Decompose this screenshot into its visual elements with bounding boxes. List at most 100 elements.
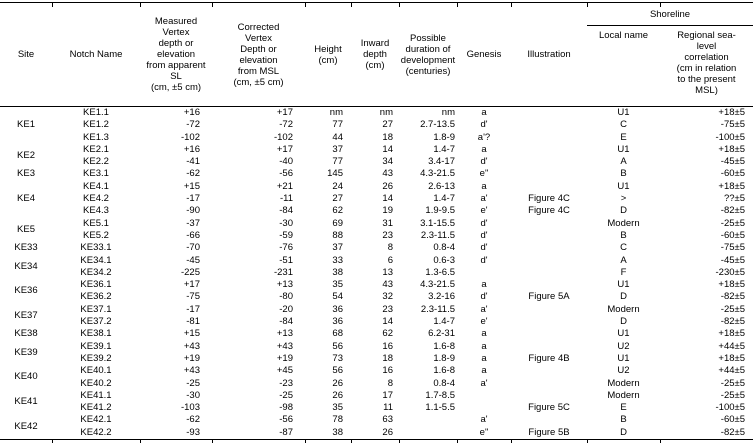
illustration-cell — [511, 328, 587, 340]
table-row: KE39.2 +19 +19 73 18 1.8-9 a Figure 4B U1 +18±5 — [0, 353, 753, 365]
regional-cell: -25±5 — [720, 377, 746, 389]
notch-name-cell: KE39.1 — [80, 340, 112, 352]
corrected-cell: -80 — [279, 291, 293, 303]
regional-cell: +44±5 — [718, 340, 746, 352]
duration-cell: 1.6-8 — [433, 365, 455, 377]
measured-cell: -90 — [186, 205, 200, 217]
local-name-cell: E — [620, 131, 627, 143]
regional-cell: +18±5 — [718, 143, 746, 155]
duration-cell: 1.8-9 — [433, 131, 455, 143]
col-header-inward-depth: Inward depth (cm) — [351, 2, 399, 107]
height-cell: 88 — [332, 229, 343, 241]
notch-name-cell: KE40.2 — [80, 377, 112, 389]
inward-depth-cell: 6 — [387, 254, 393, 266]
measured-cell: +43 — [183, 365, 200, 377]
duration-cell: 0.8-4 — [433, 377, 455, 389]
corrected-cell: -84 — [279, 205, 293, 217]
genesis-cell: a — [481, 365, 487, 377]
local-name-cell: > — [620, 193, 627, 205]
notch-name-cell: KE1.3 — [83, 131, 109, 143]
column-divider-tick — [52, 439, 53, 443]
illustration-cell — [511, 132, 587, 144]
column-divider-tick — [305, 439, 306, 443]
genesis-cell: a — [481, 352, 487, 364]
height-cell: 77 — [332, 156, 343, 168]
measured-cell: +15 — [183, 328, 200, 340]
column-divider-tick — [140, 439, 141, 443]
site-cell: KE42 — [14, 420, 38, 432]
corrected-cell: -51 — [279, 254, 293, 266]
genesis-cell: e" — [479, 168, 489, 180]
height-cell: 24 — [332, 180, 343, 192]
local-name-cell: U1 — [617, 328, 630, 340]
height-cell: 73 — [332, 352, 343, 364]
measured-cell: -81 — [186, 316, 200, 328]
measured-cell: -93 — [186, 426, 200, 438]
corrected-cell: +43 — [276, 340, 293, 352]
duration-cell: nm — [441, 107, 455, 118]
local-name-cell: C — [620, 242, 627, 254]
measured-cell: -45 — [186, 254, 200, 266]
duration-cell: 1.4-7 — [433, 193, 455, 205]
inward-depth-cell: 27 — [382, 119, 393, 131]
table-row: KE1.2 -72 -72 77 27 2.7-13.5 d' C -75±5 — [0, 119, 753, 131]
duration-cell: 1.4-7 — [433, 143, 455, 155]
corrected-cell: -11 — [279, 193, 293, 205]
measured-cell: -62 — [186, 168, 200, 180]
corrected-cell: +45 — [276, 365, 293, 377]
column-divider-tick — [305, 3, 306, 7]
regional-cell: +18±5 — [718, 328, 746, 340]
illustration-cell: Figure 5C — [528, 402, 570, 414]
site-cell: KE37 — [14, 309, 38, 321]
duration-cell: 3.1-15.5 — [420, 217, 455, 229]
height-cell: 37 — [332, 242, 343, 254]
table-row: KE42.2 -93 -87 38 26 e" Figure 5B D -82±5 — [0, 427, 753, 440]
genesis-cell: a'? — [477, 131, 491, 143]
duration-cell: 1.7-8.5 — [425, 389, 455, 401]
corrected-cell: -56 — [279, 414, 293, 426]
measured-cell: +16 — [183, 143, 200, 155]
regional-cell: -75±5 — [720, 119, 746, 131]
illustration-cell — [511, 304, 587, 316]
measured-cell: -17 — [186, 303, 200, 315]
regional-cell: +44±5 — [718, 365, 746, 377]
regional-cell: -60±5 — [720, 229, 746, 241]
illustration-cell — [511, 255, 587, 267]
genesis-cell: d' — [480, 119, 488, 131]
measured-cell: +16 — [183, 107, 200, 118]
illustration-cell — [511, 279, 587, 291]
duration-cell: 1.4-7 — [433, 316, 455, 328]
inward-depth-cell: 63 — [382, 414, 393, 426]
genesis-cell: e" — [479, 426, 489, 438]
genesis-cell: a' — [480, 193, 488, 205]
table-row: KE3 KE3.1 -62 -56 145 43 4.3-21.5 e" B -60±5 — [0, 168, 753, 180]
local-name-cell: B — [620, 229, 627, 241]
duration-cell: 2.7-13.5 — [420, 119, 455, 131]
measured-cell: +15 — [183, 180, 200, 192]
notch-name-cell: KE4.3 — [83, 205, 109, 217]
inward-depth-cell: 14 — [382, 143, 393, 155]
duration-cell: 3.2-16 — [428, 291, 455, 303]
site-cell: KE3 — [17, 168, 35, 180]
local-name-cell: Modern — [607, 389, 640, 401]
inward-depth-cell: 8 — [387, 377, 393, 389]
col-header-illustration: Illustration — [511, 2, 587, 107]
inward-depth-cell: 11 — [383, 402, 393, 414]
table-row: KE34 KE34.1 -45 -51 33 6 0.6-3 d' A -45±5 — [0, 254, 753, 272]
local-name-cell: D — [620, 316, 627, 328]
site-cell: KE40 — [14, 371, 38, 383]
genesis-cell: d' — [480, 229, 488, 241]
corrected-cell: +21 — [276, 180, 293, 192]
notch-name-cell: KE41.1 — [80, 389, 112, 401]
inward-depth-cell: 19 — [382, 205, 393, 217]
table-row: KE36 KE36.1 +17 +13 35 43 4.3-21.5 a U1 +18±5 — [0, 279, 753, 296]
regional-cell: +18±5 — [718, 352, 746, 364]
column-divider-tick — [511, 3, 512, 7]
corrected-cell: -87 — [279, 426, 293, 438]
inward-depth-cell: nm — [379, 107, 393, 118]
notch-name-cell: KE37.1 — [80, 303, 112, 315]
column-divider-tick — [587, 439, 588, 443]
col-header-local-name: Local name — [587, 25, 660, 107]
genesis-cell: e' — [480, 316, 488, 328]
